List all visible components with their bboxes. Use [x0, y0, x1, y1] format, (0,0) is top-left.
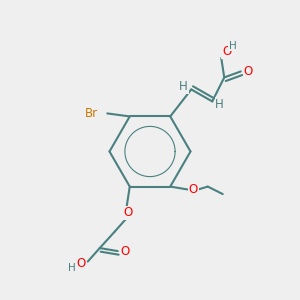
Text: O: O — [124, 206, 133, 219]
Text: H: H — [179, 80, 188, 93]
Text: O: O — [244, 65, 253, 78]
Text: Br: Br — [85, 107, 98, 120]
Text: H: H — [215, 98, 224, 111]
Text: O: O — [222, 45, 231, 58]
Text: H: H — [68, 262, 76, 273]
Text: O: O — [121, 244, 130, 258]
Text: O: O — [189, 183, 198, 196]
Text: H: H — [229, 41, 236, 51]
Text: O: O — [76, 256, 86, 270]
